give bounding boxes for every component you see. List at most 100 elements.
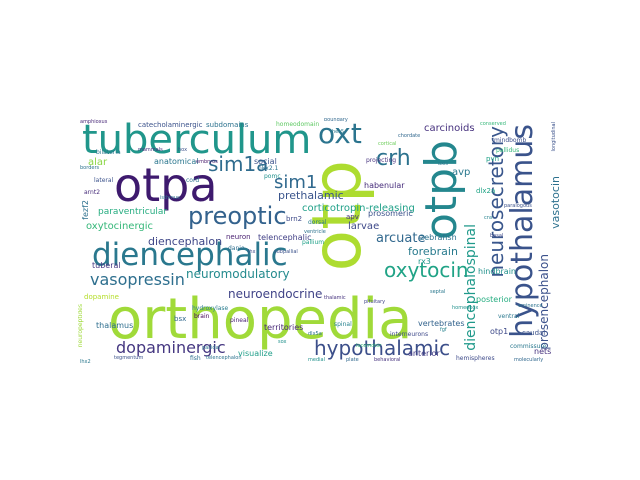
word-ventricle: ventricle <box>304 229 326 235</box>
word-spinal: spinal <box>334 321 352 328</box>
word-neuromodulatory: neuromodulatory <box>186 267 290 281</box>
word-tuberal: tuberal <box>92 261 121 270</box>
word-diencephalic: diencephalic <box>92 237 288 273</box>
word-zebrafish: zebrafish <box>420 233 457 242</box>
word-vertebrates: vertebrates <box>418 319 465 328</box>
word-forebrain: forebrain <box>408 245 458 258</box>
word-conserved: conserved <box>480 121 506 127</box>
word-subdomains: subdomains <box>206 121 249 129</box>
word-boundary: boundary <box>324 118 348 123</box>
word-projecting: projecting <box>366 157 397 164</box>
word-apv: apv <box>346 213 359 221</box>
word-telencephalon: telencephalon <box>206 355 242 361</box>
word-avp: avp <box>452 167 471 178</box>
word-axis: axis <box>438 161 449 167</box>
word-sim1: sim1 <box>274 172 318 193</box>
word-bilateria: bilateria <box>96 149 121 156</box>
word-rx3: rx3 <box>418 257 431 266</box>
word-danio: danio <box>228 245 245 252</box>
word-dlx5a: dlx5a <box>308 331 322 337</box>
word-tuberculum: tuberculum <box>82 118 312 163</box>
word-sim1a: sim1a <box>208 152 269 176</box>
word-commissure: commissure <box>510 343 547 350</box>
word-behavioral: behavioral <box>374 357 401 363</box>
word-alar: alar <box>88 157 108 168</box>
word-territories: territories <box>264 323 304 332</box>
word-diencephalospinal: diencephalospinal <box>463 224 479 351</box>
word-neuron: neuron <box>226 233 251 241</box>
word-caudal: caudal <box>522 329 546 337</box>
word-hydroxylase: hydroxylase <box>192 305 229 312</box>
word-vasopressin: vasopressin <box>90 270 185 289</box>
word-thalamus: thalamus <box>96 321 134 330</box>
word-dopamine: dopamine <box>84 293 119 301</box>
word-neuropeptides: neuropeptides <box>78 304 84 348</box>
word-pallidal: pallidal <box>202 345 221 351</box>
word-otp1: otp1 <box>490 327 509 336</box>
word-subpallial: subpallial <box>274 249 298 255</box>
word-otpb: otpb <box>416 140 467 241</box>
word-lhx2: lhx2 <box>80 359 91 365</box>
word-neuroendocrine: neuroendocrine <box>228 287 323 301</box>
word-diencephalon: diencephalon <box>148 235 223 248</box>
word-ventral: ventral <box>498 313 520 320</box>
word-oxytocin: oxytocin <box>384 258 469 282</box>
word-cortical: cortical <box>378 141 397 147</box>
word-hindbrain: hindbrain <box>478 267 517 276</box>
word-prosomeric: prosomeric <box>368 209 413 218</box>
word-anterior: anterior <box>408 349 440 358</box>
word-dopaminergic: dopaminergic <box>116 338 226 357</box>
word-longitudinal: longitudinal <box>551 122 557 152</box>
word-bsx: bsx <box>174 315 187 323</box>
word-prethalamic: prethalamic <box>278 189 344 202</box>
word-hox: hox <box>178 147 188 153</box>
word-cord: cord <box>186 177 200 184</box>
word-lateral: lateral <box>94 177 114 184</box>
word-pituitary: pituitary <box>364 299 386 305</box>
word-sox: sox <box>278 339 287 345</box>
word-vasotocin: vasotocin <box>549 176 562 229</box>
word-carcinoids: carcinoids <box>424 123 475 134</box>
word-anatomical: anatomical <box>154 157 199 166</box>
word-oxt: oxt <box>318 118 362 150</box>
word-dlx2a: dlx2a <box>476 187 496 195</box>
word-oxytocinergic: oxytocinergic <box>86 221 154 232</box>
word-eminence: eminence <box>518 303 543 309</box>
word-paralogous: paralogous <box>504 203 532 209</box>
word-isthmus: isthmus <box>160 195 180 201</box>
word-habenular: habenular <box>364 181 405 190</box>
word-cns: cns <box>484 215 493 221</box>
word-pallidus: pallidus <box>496 147 520 154</box>
word-homeodomain: homeodomain <box>276 121 320 128</box>
word-molecularly: molecularly <box>514 357 544 363</box>
word-interneurons: interneurons <box>390 331 429 338</box>
word-pallium: pallium <box>302 239 325 246</box>
word-pineal: pineal <box>230 317 249 324</box>
word-mindbomb: mindbomb <box>494 137 527 144</box>
word-cloud: orthopedia otp otpa otpb tuberculum dien… <box>78 118 562 364</box>
word-hes5: hes5 <box>332 129 345 135</box>
word-otpa: otpa <box>114 158 218 212</box>
word-tegmentum: tegmentum <box>114 355 144 361</box>
word-dorsal: dorsal <box>308 219 327 226</box>
word-fezf2: fezf2 <box>81 200 90 220</box>
word-hypothalamic: hypothalamic <box>314 336 451 360</box>
word-social: social <box>254 157 277 166</box>
word-hemispheres: hemispheres <box>456 355 495 362</box>
word-fish: fish <box>190 355 201 362</box>
word-homeobox: homeobox <box>452 305 479 311</box>
word-brain: brain <box>194 313 210 320</box>
word-pomc: pomc <box>264 173 281 180</box>
word-borders: borders <box>80 165 100 171</box>
word-locomotor: locomotor <box>356 343 382 349</box>
word-medial: medial <box>308 357 325 363</box>
word-embryos: embryos <box>196 159 218 165</box>
word-basal: basal <box>490 233 504 239</box>
word-paraventricular: paraventricular <box>98 207 168 217</box>
word-plate: plate <box>346 357 359 363</box>
word-telencephalic: telencephalic <box>258 233 312 242</box>
word-chordate: chordate <box>398 133 421 139</box>
word-posterior: posterior <box>476 295 512 304</box>
word-fgf: fgf <box>440 327 447 333</box>
word-corticotropin-releasing: corticotropin-releasing <box>302 203 415 214</box>
